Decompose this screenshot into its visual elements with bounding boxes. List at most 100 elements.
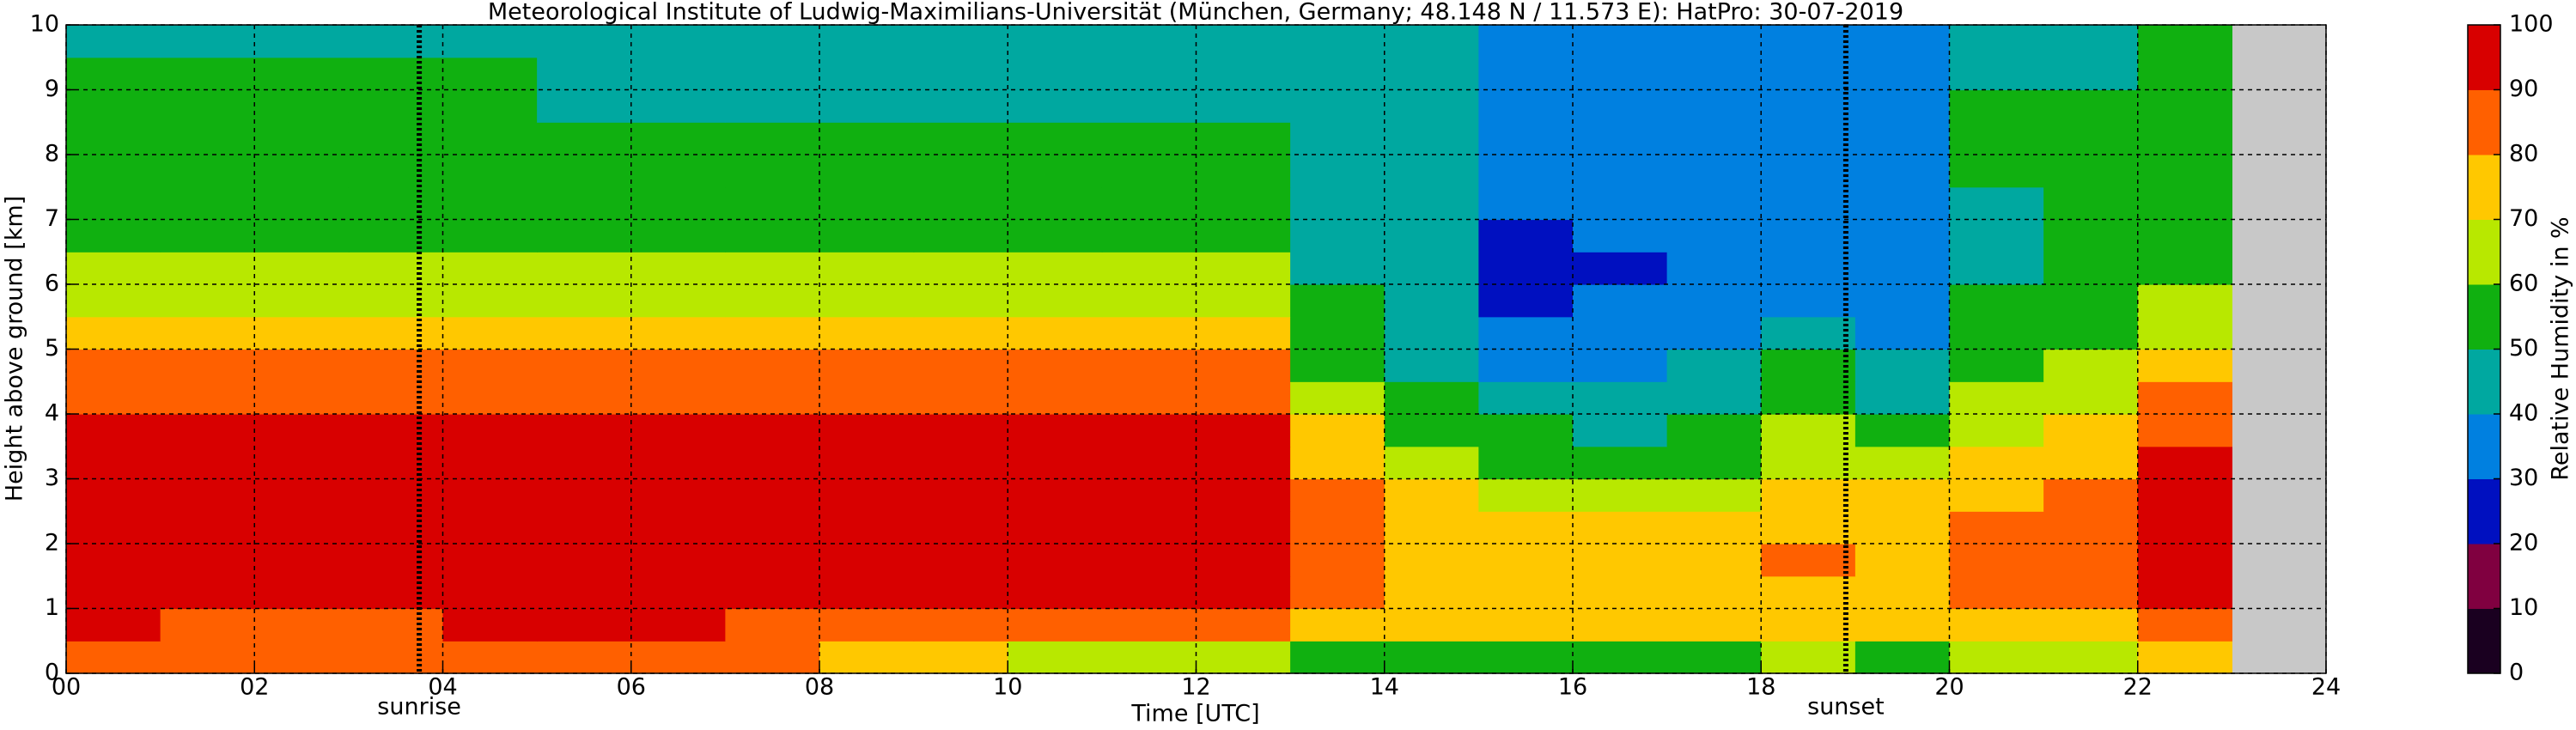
heatmap-cell [913,219,1008,252]
heatmap-cell [442,284,538,318]
heatmap-cell [537,414,632,447]
heatmap-cell [1761,575,1856,610]
heatmap-cell [819,575,915,610]
heatmap-cell [1854,575,1951,610]
colorbar-tick-label: 70 [2509,205,2538,232]
heatmap-cell [819,122,915,155]
heatmap-cell [1478,544,1574,577]
heatmap-cell [348,89,444,123]
heatmap-cell [1573,316,1668,350]
heatmap-cell [819,284,915,318]
heatmap-cell [2137,25,2232,58]
y-tick-label: 5 [45,335,59,362]
heatmap-cell [442,186,538,221]
heatmap-cell [630,478,726,512]
heatmap-cell [913,155,1008,188]
heatmap-cell [1854,186,1951,221]
heatmap-cell [1478,446,1574,480]
x-tick-label: 16 [1558,674,1587,701]
heatmap-cell [725,446,820,480]
heatmap-cell [2043,478,2139,512]
heatmap-cell [1384,575,1479,610]
heatmap-cell [1854,641,1951,674]
heatmap-cell [442,155,538,188]
heatmap-cell [254,25,350,58]
colorbar-tick-label: 90 [2509,76,2538,102]
heatmap-cell [66,608,161,642]
heatmap-cell [254,575,350,610]
heatmap-cell [348,284,444,318]
heatmap-cell [1573,641,1668,674]
heatmap-cell [913,641,1008,674]
heatmap-cell [537,478,632,512]
heatmap-cell [1761,122,1856,155]
heatmap-cell [348,252,444,285]
heatmap-cell [348,446,444,480]
heatmap-cell [1949,219,2044,252]
heatmap-cell [1290,57,1385,91]
colorbar-segment [2468,89,2500,155]
heatmap-cell [1949,252,2044,285]
heatmap-cell [348,511,444,544]
heatmap-cell [1761,478,1856,512]
heatmap-cell [1384,316,1479,350]
heatmap-cell [1666,478,1762,512]
heatmap-cell [442,57,538,91]
heatmap-cell [254,478,350,512]
heatmap-cell [1761,284,1856,318]
y-tick-label: 10 [30,11,59,38]
heatmap-cell [66,122,161,155]
heatmap-cell [1478,316,1574,350]
heatmap-cell [1854,446,1951,480]
heatmap-cell [348,155,444,188]
heatmap-cell [66,57,161,91]
heatmap-cell [66,252,161,285]
heatmap-cell [1196,349,1291,382]
heatmap-cell [1478,511,1574,544]
heatmap-cell [630,446,726,480]
heatmap-cell [1290,219,1385,252]
colorbar-tick-label: 60 [2509,271,2538,297]
heatmap-cell [2137,641,2232,674]
heatmap-cell [537,511,632,544]
heatmap-cell [1666,122,1762,155]
x-tick-label: 24 [2311,674,2341,701]
heatmap-cell [1666,511,1762,544]
heatmap-cell [1573,575,1668,610]
heatmap-cell [1384,89,1479,123]
heatmap-cell [2043,316,2139,350]
heatmap-cell [1666,446,1762,480]
heatmap-cell [1666,252,1762,285]
heatmap-cell [1290,544,1385,577]
heatmap-cell [1101,478,1197,512]
heatmap-cell [725,122,820,155]
y-tick-label: 4 [45,400,59,427]
colorbar-segment [2468,478,2500,544]
heatmap-cell [2137,575,2232,610]
heatmap-cell [2043,284,2139,318]
heatmap-cell [1573,544,1668,577]
heatmap-cell [630,316,726,350]
heatmap-cell [160,252,255,285]
heatmap-cell [819,381,915,415]
heatmap-cell [442,575,538,610]
heatmap-cell [1761,316,1856,350]
colorbar-segment [2468,219,2500,285]
heatmap-cell [1101,381,1197,415]
heatmap-cell [819,641,915,674]
heatmap-cell [1101,219,1197,252]
heatmap-cell [442,122,538,155]
heatmap-cell [2043,89,2139,123]
heatmap-cell [1196,25,1291,58]
heatmap-cell [1384,284,1479,318]
heatmap-cell [2137,414,2232,447]
heatmap-cell [2137,155,2232,188]
heatmap-cell [254,284,350,318]
heatmap-cell [66,316,161,350]
heatmap-cell [630,284,726,318]
heatmap-cell [348,575,444,610]
colorbar-tick-label: 50 [2509,335,2538,362]
x-tick-label: 18 [1746,674,1775,701]
heatmap-cell [66,575,161,610]
heatmap-cell [1384,122,1479,155]
